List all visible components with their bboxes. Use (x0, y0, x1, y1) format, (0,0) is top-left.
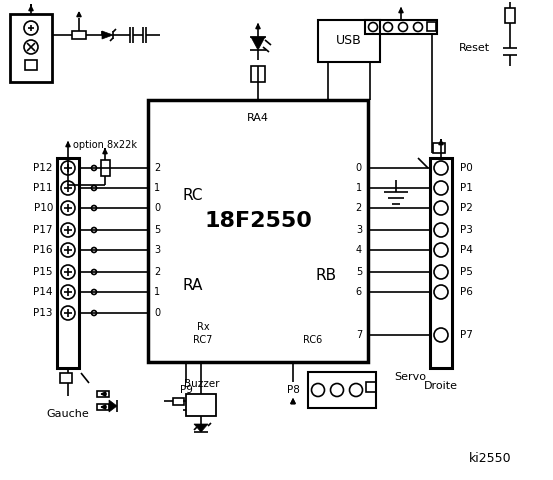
Text: P4: P4 (460, 245, 473, 255)
Text: 0: 0 (356, 163, 362, 173)
Text: RC6: RC6 (304, 335, 322, 345)
Bar (366, 382, 376, 392)
Text: 2: 2 (356, 203, 362, 213)
Text: P16: P16 (34, 245, 53, 255)
Text: 2: 2 (154, 163, 160, 173)
Text: 6: 6 (356, 287, 362, 297)
Text: P11: P11 (34, 183, 53, 193)
Text: RB: RB (315, 267, 337, 283)
Bar (505, 8, 515, 23)
Text: P7: P7 (460, 330, 473, 340)
Bar (60, 373, 72, 383)
Text: P12: P12 (34, 163, 53, 173)
Bar (148, 100, 368, 362)
Text: Droite: Droite (424, 381, 458, 391)
Text: P10: P10 (34, 203, 53, 213)
Text: 3: 3 (154, 245, 160, 255)
Text: P9: P9 (180, 385, 192, 395)
Polygon shape (102, 31, 113, 39)
Text: USB: USB (336, 35, 362, 48)
Text: 1: 1 (356, 183, 362, 193)
Text: RC7: RC7 (194, 335, 213, 345)
Text: Reset: Reset (459, 43, 490, 53)
Text: Gauche: Gauche (46, 409, 90, 419)
Text: P17: P17 (34, 225, 53, 235)
Bar (72, 31, 86, 39)
Polygon shape (251, 37, 265, 50)
Text: 2: 2 (154, 267, 160, 277)
Bar (251, 66, 265, 82)
Bar (430, 158, 452, 368)
Text: 3: 3 (356, 225, 362, 235)
Text: P5: P5 (460, 267, 473, 277)
Polygon shape (194, 424, 208, 432)
Bar (97, 404, 109, 410)
Text: 1: 1 (154, 287, 160, 297)
Text: 5: 5 (154, 225, 160, 235)
Text: RA4: RA4 (247, 113, 269, 123)
Bar (308, 372, 376, 408)
Bar (427, 22, 436, 31)
Text: 5: 5 (356, 267, 362, 277)
Text: 7: 7 (356, 330, 362, 340)
Bar (101, 160, 110, 176)
Text: 0: 0 (154, 203, 160, 213)
Text: Rx: Rx (197, 322, 210, 332)
Bar (25, 60, 37, 70)
Text: RC: RC (182, 188, 204, 203)
Bar (318, 20, 380, 62)
Text: option 8x22k: option 8x22k (73, 140, 137, 150)
Polygon shape (109, 400, 117, 412)
Text: P13: P13 (34, 308, 53, 318)
Text: P6: P6 (460, 287, 473, 297)
Text: P2: P2 (460, 203, 473, 213)
Bar (97, 391, 109, 397)
Bar (173, 398, 184, 405)
Text: 4: 4 (356, 245, 362, 255)
Bar (433, 143, 445, 153)
Bar (186, 394, 216, 416)
Bar (365, 20, 437, 34)
Bar (10, 14, 52, 82)
Text: P1: P1 (460, 183, 473, 193)
Bar (57, 158, 79, 368)
Text: Servo: Servo (394, 372, 426, 382)
Text: P15: P15 (34, 267, 53, 277)
Text: P3: P3 (460, 225, 473, 235)
Text: P8: P8 (286, 385, 299, 395)
Text: 18F2550: 18F2550 (204, 211, 312, 231)
Text: Buzzer: Buzzer (184, 379, 220, 389)
Text: P14: P14 (34, 287, 53, 297)
Text: ki2550: ki2550 (469, 452, 512, 465)
Text: RA: RA (183, 277, 203, 292)
Text: P0: P0 (460, 163, 473, 173)
Text: 1: 1 (154, 183, 160, 193)
Text: 0: 0 (154, 308, 160, 318)
